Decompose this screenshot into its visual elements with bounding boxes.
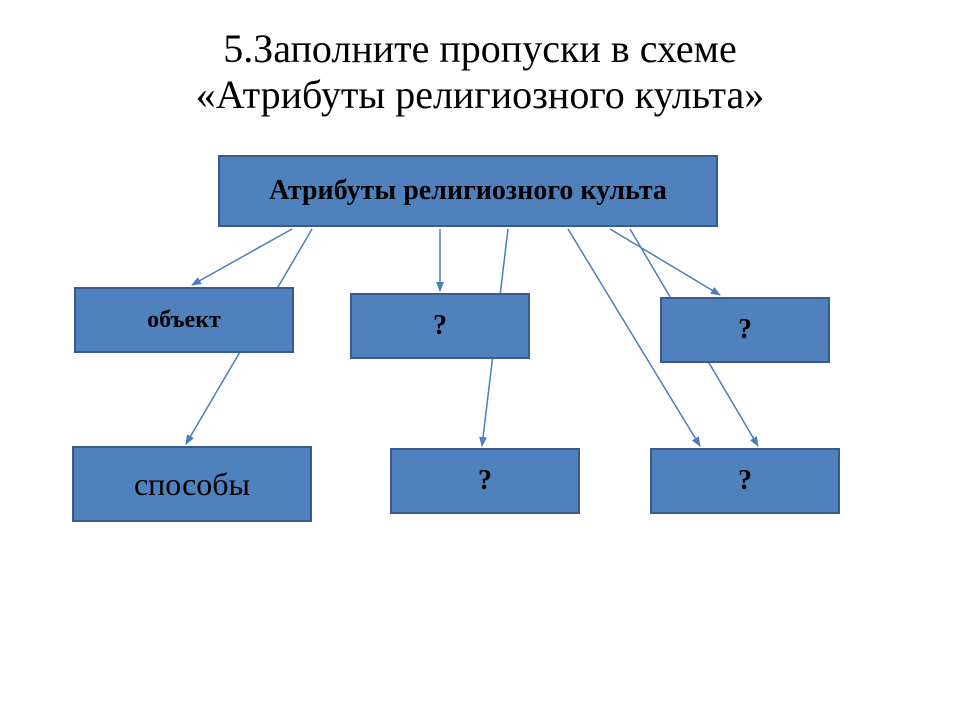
- node-n5: ?: [390, 448, 580, 514]
- node-label: ?: [738, 314, 752, 346]
- node-label: ?: [433, 310, 447, 342]
- node-n1: объект: [74, 287, 294, 353]
- node-label: объект: [147, 307, 221, 334]
- node-root: Атрибуты религиозного культа: [218, 155, 718, 227]
- node-n4: способы: [72, 446, 312, 522]
- title-line-2: «Атрибуты религиозного культа»: [196, 72, 765, 117]
- node-label: Атрибуты религиозного культа: [269, 175, 667, 207]
- node-n2: ?: [350, 293, 530, 359]
- slide-title: 5.Заполните пропуски в схеме «Атрибуты р…: [0, 26, 960, 118]
- edge: [192, 229, 292, 285]
- node-label: ?: [478, 465, 492, 497]
- node-n3: ?: [660, 297, 830, 363]
- title-line-1: 5.Заполните пропуски в схеме: [223, 26, 737, 71]
- node-label: ?: [738, 465, 752, 497]
- node-label: способы: [134, 466, 250, 503]
- edge: [610, 229, 720, 295]
- node-n6: ?: [650, 448, 840, 514]
